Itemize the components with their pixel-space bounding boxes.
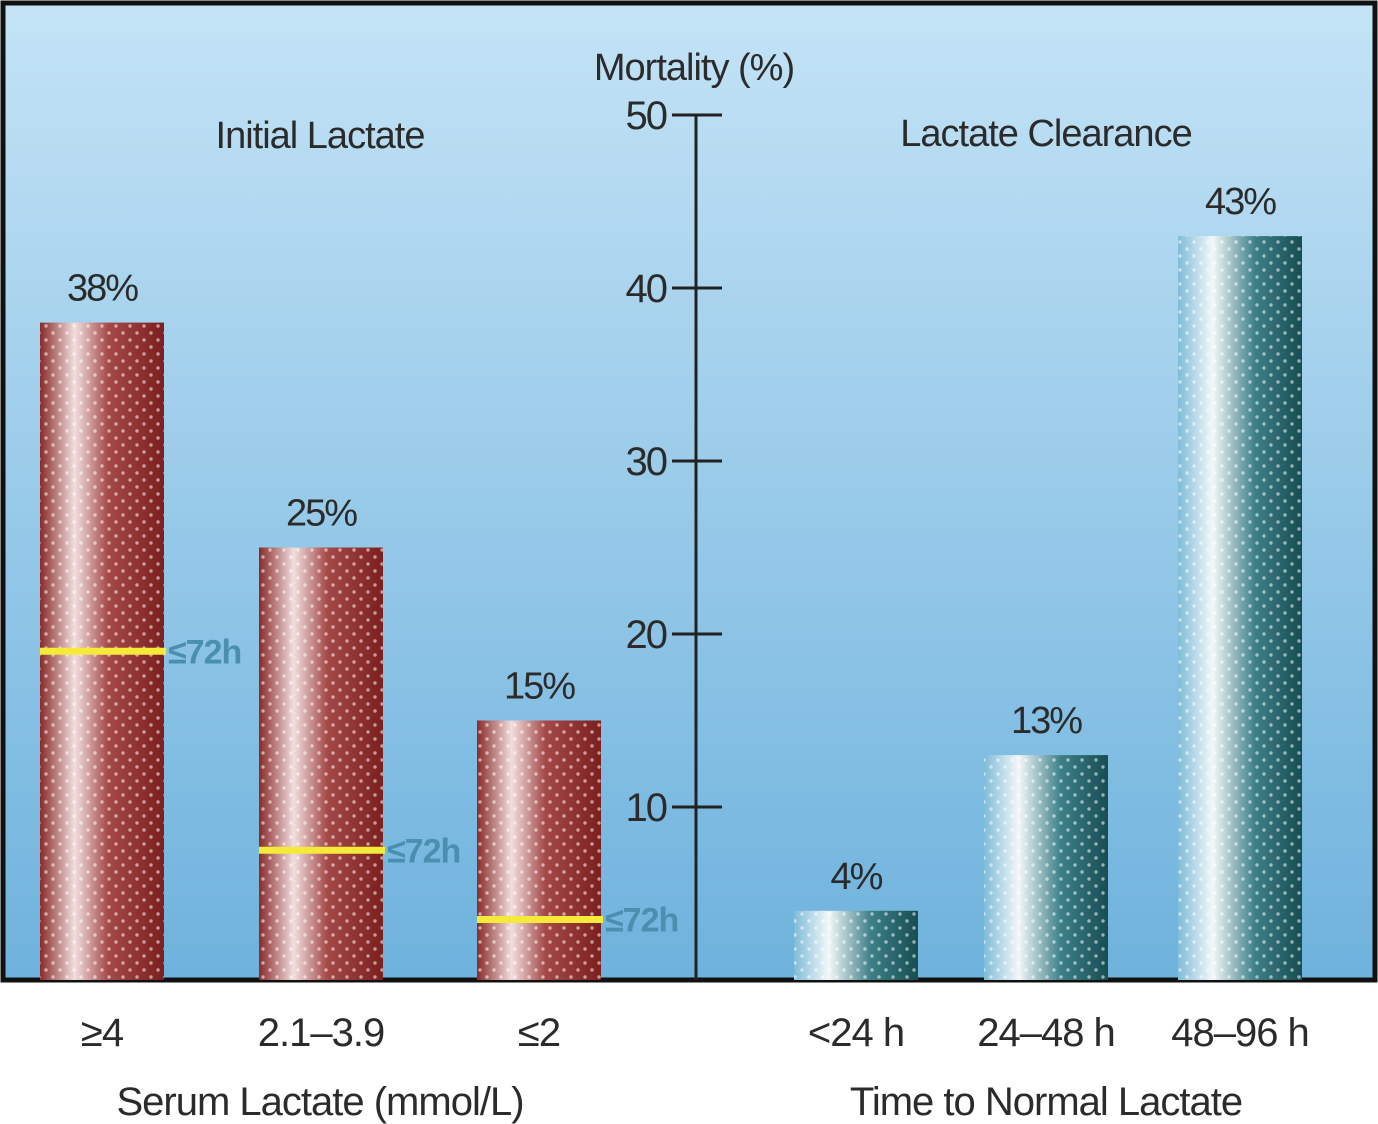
- y-tick-label-50: 50: [626, 94, 667, 138]
- panel-title-initial-lactate: Initial Lactate: [216, 115, 425, 157]
- bar-texture-clearance-1: [984, 755, 1108, 980]
- category-label-clearance-0: <24 h: [808, 1011, 904, 1055]
- category-label-clearance-1: 24–48 h: [977, 1011, 1115, 1055]
- value-label-clearance-2: 43%: [1205, 181, 1276, 223]
- y-tick-label-30: 30: [626, 440, 667, 484]
- plot-background: [0, 0, 1378, 983]
- y-tick-label-10: 10: [626, 786, 667, 830]
- category-label-clearance-2: 48–96 h: [1171, 1011, 1309, 1055]
- labels-layer: 38% ≥4 ≤72h 25% 2.1–3.9 ≤72h 15% ≤2 ≤72h 4% <24 h 1…: [67, 181, 1310, 1055]
- marker-label-0: ≤72h: [168, 633, 241, 671]
- y-tick-label-40: 40: [626, 267, 667, 311]
- x-axis-title-serum-lactate: Serum Lactate (mmol/L): [116, 1080, 523, 1124]
- value-label-clearance-0: 4%: [831, 856, 883, 898]
- category-label-initial-2: ≤2: [518, 1011, 560, 1055]
- bar-texture-clearance-2: [1178, 236, 1302, 981]
- x-axis-title-time-to-normal: Time to Normal Lactate: [850, 1080, 1242, 1124]
- bar-texture-initial-1: [259, 547, 383, 980]
- value-label-initial-0: 38%: [67, 268, 138, 310]
- y-axis-title: Mortality (%): [594, 47, 794, 89]
- marker-label-1: ≤72h: [387, 832, 460, 870]
- y-tick-label-20: 20: [626, 613, 667, 657]
- category-label-initial-0: ≥4: [81, 1011, 124, 1055]
- panel-title-lactate-clearance: Lactate Clearance: [900, 113, 1191, 155]
- bar-texture-clearance-0: [794, 910, 918, 980]
- value-label-clearance-1: 13%: [1011, 700, 1082, 742]
- value-label-initial-2: 15%: [504, 666, 575, 708]
- bars-layer: [40, 236, 1302, 981]
- bar-texture-initial-2: [477, 720, 601, 980]
- y-axis-ticks: 10 20 30 40 50: [626, 94, 722, 830]
- value-label-initial-1: 25%: [286, 493, 357, 535]
- marker-label-2: ≤72h: [605, 901, 678, 939]
- category-label-initial-1: 2.1–3.9: [258, 1011, 384, 1055]
